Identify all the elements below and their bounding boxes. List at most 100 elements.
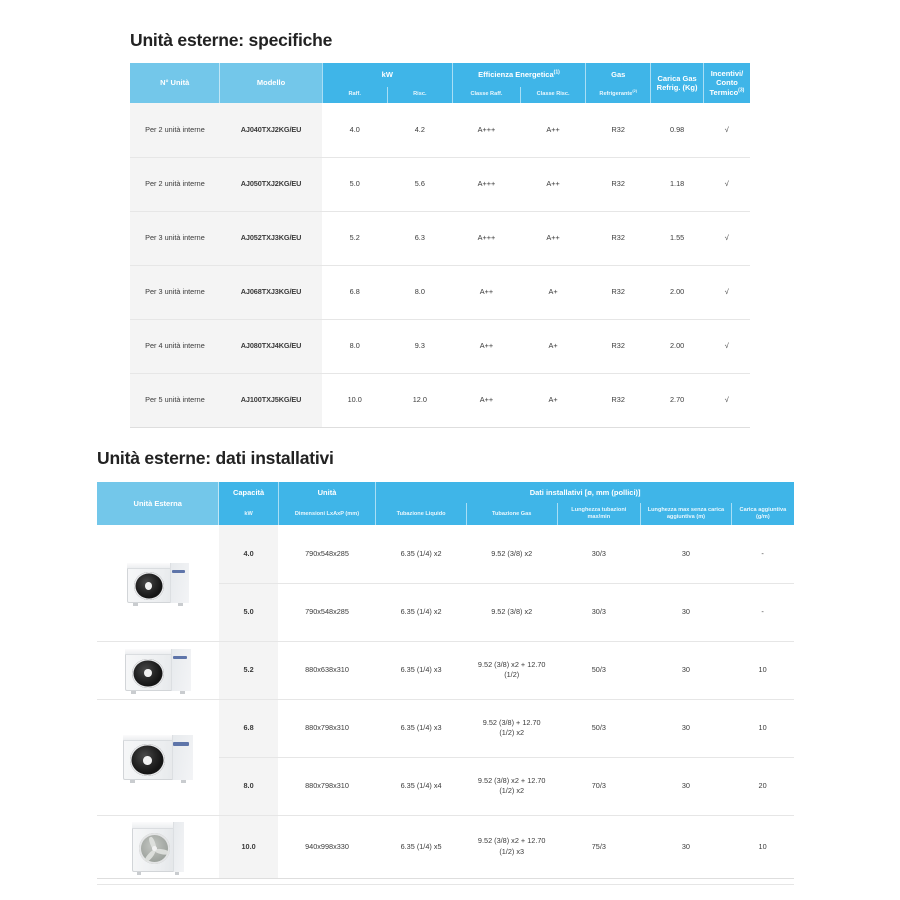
- cell-incentivi: √: [703, 157, 750, 212]
- unit-top-panel: [124, 649, 191, 656]
- table-row: 10.0 940x998x330 6.35 (1/4) x5 9.52 (3/8…: [97, 815, 794, 879]
- specifiche-table: N° Unità Modello kW Efficienza Energetic…: [130, 63, 750, 428]
- th-raff: Raff.: [322, 86, 388, 104]
- dati-table-body: 4.0 790x548x285 6.35 (1/4) x2 9.52 (3/8)…: [97, 525, 794, 879]
- cell-dimensioni: 790x548x285: [278, 525, 376, 584]
- fan-grille-icon: [133, 571, 164, 600]
- th-kw: kW: [218, 503, 279, 526]
- unit-side-panel: [171, 649, 191, 692]
- cell-risc: 5.6: [387, 157, 453, 212]
- bottom-divider: [97, 884, 794, 885]
- table-row: 6.8 880x798x310 6.35 (1/4) x3 9.52 (3/8)…: [97, 699, 794, 816]
- cell-lunghezza-max: 30: [640, 757, 732, 816]
- cell-lunghezza: 70/3: [557, 757, 641, 816]
- brand-logo: [173, 742, 189, 746]
- cell-incentivi: √: [703, 373, 750, 428]
- fan-hub: [152, 845, 158, 851]
- cell-risc: 6.3: [387, 211, 453, 266]
- dati-installativi-table: Unità Esterna Capacità Unità Dati instal…: [97, 482, 794, 879]
- cell-classe-risc: A+: [520, 265, 586, 320]
- cell-carica-aggiuntiva: -: [731, 583, 794, 642]
- cell-carica: 0.98: [650, 103, 704, 158]
- cell-unita: Per 2 unità interne: [130, 157, 220, 212]
- cell-capacita: 6.8: [218, 699, 279, 758]
- table-row: Per 2 unità interne AJ040TXJ2KG/EU 4.0 4…: [130, 103, 750, 158]
- cell-carica-aggiuntiva: 10: [731, 699, 794, 758]
- cell-classe-raff: A+++: [452, 211, 521, 266]
- cell-risc: 12.0: [387, 373, 453, 428]
- brand-logo: [171, 569, 186, 573]
- cell-raff: 5.0: [322, 157, 388, 212]
- th-group-gas: Gas: [585, 63, 652, 87]
- unit-side-panel: [172, 821, 184, 872]
- fan-blade: [144, 849, 157, 863]
- th-unita-esterna: Unità Esterna: [97, 482, 220, 526]
- brand-logo: [172, 656, 188, 660]
- cell-gas: R32: [585, 211, 651, 266]
- table-row: Per 5 unità interne AJ100TXJ5KG/EU 10.0 …: [130, 373, 750, 428]
- table-row: 8.0 880x798x310 6.35 (1/4) x4 9.52 (3/8)…: [97, 757, 794, 816]
- outdoor-unit-medium-image: [97, 641, 219, 700]
- cell-dimensioni: 880x798x310: [278, 699, 376, 758]
- th-classe-raff: Classe Raff.: [452, 86, 522, 104]
- table-row: Per 3 unità interne AJ052TXJ3KG/EU 5.2 6…: [130, 211, 750, 266]
- cell-tubazione-liquido: 6.35 (1/4) x4: [375, 757, 467, 816]
- cell-raff: 10.0: [322, 373, 388, 428]
- cell-classe-risc: A++: [520, 157, 586, 212]
- table-row: 5.2 880x638x310 6.35 (1/4) x3 9.52 (3/8)…: [97, 641, 794, 700]
- table-row: Per 4 unità interne AJ080TXJ4KG/EU 8.0 9…: [130, 319, 750, 374]
- cell-dimensioni: 790x548x285: [278, 583, 376, 642]
- cell-lunghezza: 50/3: [557, 699, 641, 758]
- cell-capacita: 10.0: [218, 815, 279, 879]
- unit-side-panel: [171, 734, 193, 780]
- cell-raff: 6.8: [322, 265, 388, 320]
- cell-capacita: 8.0: [218, 757, 279, 816]
- outdoor-unit-small-image: [97, 525, 219, 642]
- dati-table-head: Unità Esterna Capacità Unità Dati instal…: [97, 482, 794, 526]
- th-group-unita: Unità: [278, 482, 377, 504]
- specifiche-table-head: N° Unità Modello kW Efficienza Energetic…: [130, 63, 750, 104]
- cell-classe-raff: A++: [452, 373, 521, 428]
- cell-gas: R32: [585, 265, 651, 320]
- table-row: Per 2 unità interne AJ050TXJ2KG/EU 5.0 5…: [130, 157, 750, 212]
- th-numero-unita: N° Unità: [130, 63, 221, 104]
- cell-modello: AJ040TXJ2KG/EU: [219, 103, 323, 158]
- cell-lunghezza-max: 30: [640, 525, 732, 584]
- cell-capacita: 5.2: [218, 641, 279, 700]
- th-tubazione-liquido: Tubazione Liquido: [375, 503, 467, 526]
- th-dimensioni: Dimensioni LxAxP (mm): [278, 503, 377, 526]
- cell-lunghezza: 75/3: [557, 815, 641, 879]
- cell-risc: 8.0: [387, 265, 453, 320]
- th-tubazione-gas: Tubazione Gas: [466, 503, 558, 526]
- cell-dimensioni: 880x798x310: [278, 757, 376, 816]
- table-row: 5.0 790x548x285 6.35 (1/4) x2 9.52 (3/8)…: [97, 583, 794, 642]
- th-risc: Risc.: [387, 86, 453, 104]
- cell-tubazione-liquido: 6.35 (1/4) x2: [375, 525, 467, 584]
- cell-unita: Per 4 unità interne: [130, 319, 220, 374]
- unit-side-panel: [170, 563, 189, 604]
- page-title-dati-installativi: Unità esterne: dati installativi: [97, 448, 334, 468]
- outdoor-unit-xlarge-image: [97, 815, 219, 879]
- cell-gas: R32: [585, 157, 651, 212]
- cell-carica: 1.18: [650, 157, 704, 212]
- cell-classe-raff: A++: [452, 319, 521, 374]
- table-row: Per 3 unità interne AJ068TXJ3KG/EU 6.8 8…: [130, 265, 750, 320]
- cell-raff: 8.0: [322, 319, 388, 374]
- fan-hub: [144, 669, 152, 678]
- cell-unita: Per 3 unità interne: [130, 211, 220, 266]
- unit-feet: [130, 691, 186, 695]
- th-efficienza-label: Efficienza Energetica: [478, 70, 554, 80]
- cell-modello: AJ080TXJ4KG/EU: [219, 319, 323, 374]
- cell-raff: 4.0: [322, 103, 388, 158]
- cell-tubazione-liquido: 6.35 (1/4) x3: [375, 641, 467, 700]
- unit-top-panel: [122, 734, 193, 742]
- cell-carica-aggiuntiva: -: [731, 525, 794, 584]
- unit-feet: [132, 603, 184, 607]
- cell-capacita: 4.0: [218, 525, 279, 584]
- cell-gas: R32: [585, 319, 651, 374]
- cell-lunghezza: 30/3: [557, 583, 641, 642]
- cell-modello: AJ050TXJ2KG/EU: [219, 157, 323, 212]
- th-modello: Modello: [219, 63, 323, 104]
- cell-incentivi: √: [703, 103, 750, 158]
